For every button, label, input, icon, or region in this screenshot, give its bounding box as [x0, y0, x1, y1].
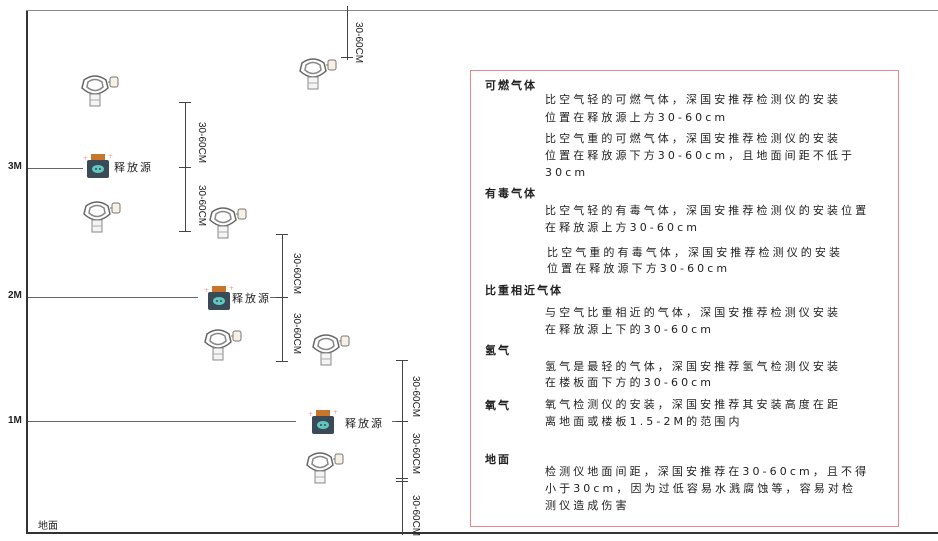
dimension-tick [396, 481, 408, 482]
paragraph-line: 与空气比重相近的气体，深国安推荐检测仪安装 [545, 306, 842, 319]
wall-left [26, 10, 28, 534]
paragraph-line: 检测仪地面间距，深国安推荐在30-60cm，且不得 [545, 465, 870, 478]
paragraph-line: 比空气重的有毒气体，深国安推荐检测仪的安装 [547, 246, 844, 259]
dimension-label: 30-60CM [196, 185, 207, 227]
dimension-label: 30-60CM [291, 313, 302, 355]
dimension-tick [276, 297, 288, 298]
paragraph-line: 比空气重的可燃气体，深国安推荐检测仪的安装 [545, 132, 842, 145]
paragraph-line: 位置在释放源上方30-60cm [545, 111, 729, 124]
dimension-tick [396, 360, 408, 361]
dimension-tick [276, 234, 288, 235]
dimension-line [347, 6, 348, 60]
gas-detector-icon [296, 55, 338, 95]
paragraph-line: 氢气是最轻的气体，深国安推荐氢气检测仪安装 [545, 360, 842, 373]
paragraph-line: 位置在释放源下方30-60cm，且地面间距不低于 [545, 149, 856, 162]
dimension-tick [179, 167, 191, 168]
gas-detector-icon [201, 326, 243, 366]
release-source-icon: + + [204, 284, 234, 316]
dimension-tick [341, 57, 353, 58]
section-heading: 有毒气体 [485, 187, 537, 200]
dimension-tick [396, 478, 408, 479]
release-source-label: 释放源 [114, 161, 153, 174]
ground-label: 地面 [38, 521, 58, 532]
ceiling [26, 10, 938, 11]
release-source-label: 释放源 [232, 292, 271, 305]
svg-text:+: + [83, 155, 88, 162]
paragraph-line: 氧气检测仪的安装，深国安推荐其安装高度在距 [545, 398, 842, 411]
dimension-line [402, 360, 403, 535]
level-2m-line [28, 297, 198, 298]
gas-detector-icon [309, 331, 351, 371]
section-heading: 比重相近气体 [485, 284, 563, 297]
level-2m-label: 2M [8, 290, 22, 301]
dimension-label: 30-60CM [410, 433, 421, 475]
section-heading: 可燃气体 [485, 79, 537, 92]
dimension-label: 30-60CM [410, 376, 421, 418]
paragraph-line: 测仪造成伤害 [545, 499, 630, 512]
level-1m-line [28, 421, 296, 422]
floor [26, 532, 938, 534]
dimension-tick [276, 361, 288, 362]
level-1m-label: 1M [8, 415, 22, 426]
dimension-line [282, 234, 283, 362]
dimension-tick [179, 231, 191, 232]
dimension-tick [179, 102, 191, 103]
dimension-label: 30-60CM [291, 253, 302, 295]
gas-detector-icon [78, 72, 120, 112]
release-source-icon: + + [308, 408, 338, 440]
gas-detector-icon [206, 204, 248, 244]
section-heading: 地面 [485, 453, 511, 466]
svg-text:+: + [308, 411, 313, 418]
dimension-label: 30-60CM [410, 495, 421, 537]
paragraph-line: 小于30cm，因为过低容易水溅腐蚀等，容易对检 [545, 482, 857, 495]
gas-detector-icon [303, 449, 345, 489]
svg-text:+: + [229, 285, 234, 292]
svg-text:+: + [108, 153, 113, 160]
level-3m-label: 3M [8, 161, 22, 172]
paragraph-line: 比空气轻的有毒气体，深国安推荐检测仪的安装位置 [545, 204, 870, 217]
info-panel [470, 70, 899, 527]
release-source-icon: + + [83, 152, 113, 184]
release-source-label: 释放源 [345, 417, 384, 430]
paragraph-line: 在释放源上下的30-60cm [545, 323, 715, 336]
gas-detector-icon [80, 198, 122, 238]
paragraph-line: 位置在释放源下方30-60cm [547, 262, 731, 275]
paragraph-line: 在楼板面下方的30-60cm [545, 376, 715, 389]
paragraph-line: 30cm [545, 166, 589, 179]
section-heading: 氢气 [485, 344, 511, 357]
svg-text:+: + [333, 409, 338, 416]
paragraph-line: 在释放源上方30-60cm [545, 221, 701, 234]
paragraph-line: 比空气轻的可燃气体，深国安推荐检测仪的安装 [545, 93, 842, 106]
dimension-label: 30-60CM [196, 122, 207, 164]
section-heading: 氧气 [485, 399, 511, 412]
paragraph-line: 离地面或楼板1.5-2M的范围内 [545, 415, 743, 428]
dimension-label: 30-60CM [353, 22, 364, 64]
level-3m-line [28, 168, 83, 169]
dimension-tick [396, 421, 408, 422]
svg-text:+: + [204, 287, 209, 294]
